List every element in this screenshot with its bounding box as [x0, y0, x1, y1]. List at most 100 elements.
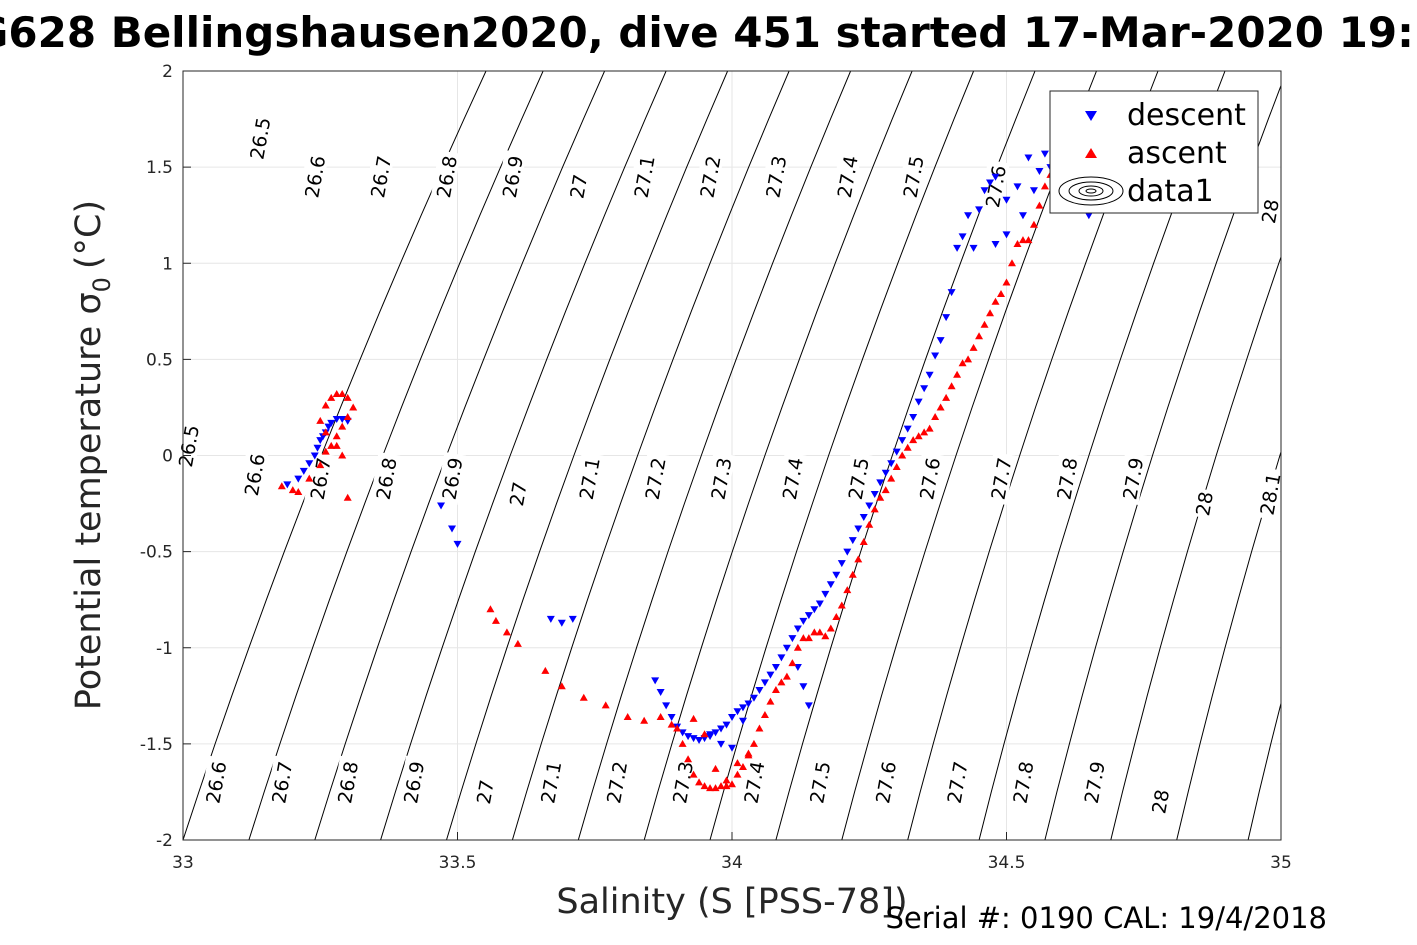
legend-descent-marker — [1085, 111, 1097, 121]
descent-point — [546, 615, 555, 623]
descent-point — [1013, 183, 1022, 191]
y-tick-label: -1 — [156, 639, 173, 659]
descent-point — [936, 337, 945, 345]
ascent-point — [832, 612, 841, 620]
contour-label-halo — [1050, 451, 1082, 505]
ascent-point — [749, 739, 758, 747]
ascent-point — [854, 555, 863, 563]
descent-point — [338, 415, 347, 423]
descent-point — [651, 677, 660, 685]
ascent-point — [848, 570, 857, 578]
ascent-point — [997, 290, 1006, 298]
ascent-point — [700, 782, 709, 790]
contour-label-group: 28 — [1189, 487, 1218, 520]
descent-point — [898, 437, 907, 445]
descent-point — [689, 735, 698, 743]
descent-point — [728, 713, 736, 721]
contour-label-halo — [803, 755, 834, 809]
contour-label: 27 — [506, 480, 532, 508]
contour-label-group: 27.3 — [704, 451, 736, 505]
ascent-point — [766, 697, 775, 705]
descent-point — [749, 694, 758, 702]
contour-label-halo — [265, 755, 296, 809]
descent-point — [804, 612, 813, 620]
ascent-point — [502, 628, 511, 636]
ascent-point — [1029, 220, 1038, 228]
ascent-point — [771, 686, 780, 694]
ascent-point — [909, 436, 918, 444]
y-tick-label: -2 — [156, 831, 173, 851]
ascent-point — [717, 782, 726, 790]
ascent-point — [936, 403, 945, 411]
descent-point — [931, 352, 940, 360]
ascent-point — [706, 784, 715, 792]
descent-point — [788, 635, 797, 643]
descent-point — [810, 606, 819, 614]
contour-label-group: 26.6 — [298, 149, 330, 204]
contour-label-halo — [564, 170, 591, 202]
contour-label-halo — [172, 419, 203, 473]
legend-box — [1049, 90, 1259, 214]
contour-label-group: 27 — [503, 478, 532, 510]
ascent-point — [332, 389, 341, 397]
descent-point — [684, 733, 693, 741]
descent-point — [294, 475, 303, 483]
contour-label-halo — [435, 451, 467, 505]
descent-point — [942, 314, 951, 322]
contour-label-group: 27.3 — [666, 755, 698, 809]
descent-point — [310, 452, 319, 460]
descent-point — [332, 415, 341, 423]
descent-point — [557, 619, 566, 627]
contour-label-halo — [842, 451, 873, 505]
chart-title: SG628 Bellingshausen2020, dive 451 start… — [0, 8, 1417, 57]
contour-label-halo — [693, 149, 725, 204]
descent-point — [821, 590, 830, 598]
y-axis-label: Potential temperature σ0 (°C) — [69, 200, 116, 710]
ascent-point — [343, 413, 352, 421]
descent-point — [305, 460, 314, 468]
contour-label-halo — [364, 149, 395, 204]
ascent-point — [294, 488, 303, 496]
contour-label: 27 — [566, 173, 592, 201]
ascent-point — [975, 332, 984, 340]
contour-line-27.2 — [643, 71, 913, 840]
y-tick-label: 0.5 — [146, 350, 173, 370]
ascent-point — [316, 461, 325, 469]
ascent-point — [321, 428, 330, 436]
ascent-point — [327, 441, 336, 449]
ascent-point — [958, 359, 967, 367]
descent-point — [980, 187, 989, 195]
x-tick-label: 33.5 — [439, 853, 477, 873]
ascent-point — [733, 759, 742, 767]
contour-line-27.1 — [577, 71, 852, 840]
x-tick-label: 35 — [1270, 853, 1292, 873]
descent-point — [953, 244, 962, 252]
ascent-point — [920, 428, 929, 436]
descent-point — [909, 414, 918, 422]
descent-point — [870, 490, 879, 498]
contour-label-halo — [331, 755, 362, 809]
ascent-point — [689, 770, 698, 778]
contour-line-26.8 — [380, 71, 667, 840]
ascent-point — [793, 643, 802, 651]
descent-point — [986, 179, 995, 187]
contour-line-27.9 — [1110, 255, 1281, 840]
descent-point — [667, 713, 676, 721]
contour-label-group: 28 — [1145, 785, 1174, 818]
descent-point — [925, 371, 934, 379]
descent-point — [662, 702, 671, 710]
contour-label-halo — [1145, 785, 1173, 818]
ascent-point — [722, 776, 731, 784]
descent-point — [799, 683, 808, 691]
legend-contour-icon — [1058, 176, 1124, 206]
contour-label-group: 28.1 — [1253, 467, 1285, 521]
descent-point — [744, 700, 753, 708]
contour-label-group: 27.6 — [869, 755, 901, 809]
descent-point — [771, 663, 780, 671]
y-axis-label-main: Potential temperature σ — [69, 292, 109, 710]
contour-label-halo — [1006, 755, 1038, 809]
ascent-point — [288, 486, 297, 494]
contour-label-halo — [199, 755, 231, 809]
descent-point — [848, 537, 857, 545]
